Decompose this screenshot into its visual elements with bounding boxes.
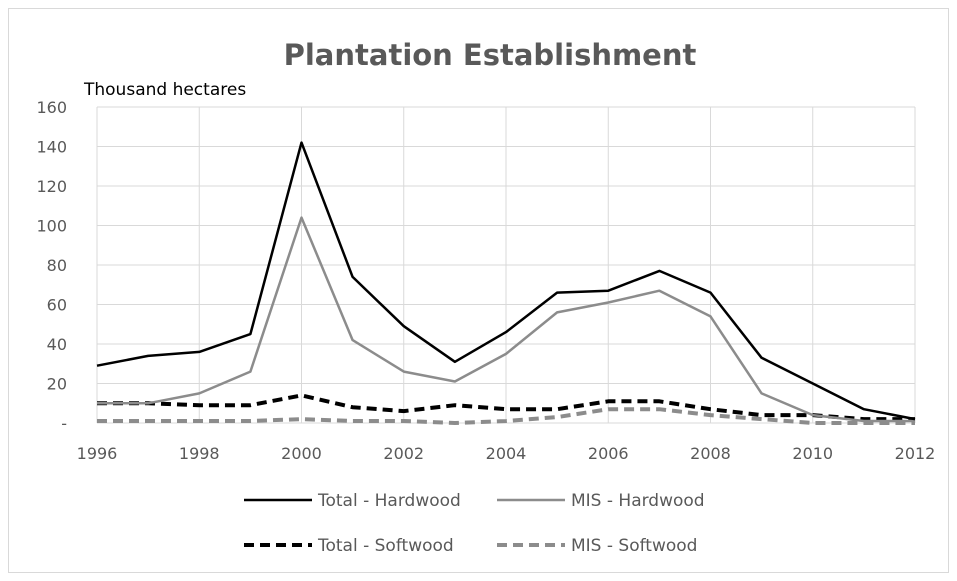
x-tick-label: 2008 bbox=[690, 444, 731, 463]
x-tick-label: 2010 bbox=[792, 444, 833, 463]
legend: Total - Hardwood MIS - Hardwood Total - So… bbox=[244, 491, 705, 556]
x-tick-label: 2002 bbox=[383, 444, 424, 463]
x-tick-label: 1998 bbox=[179, 444, 220, 463]
series-layer bbox=[96, 141, 916, 425]
y-tick-label: 60 bbox=[47, 296, 67, 315]
y-tick-label: 120 bbox=[36, 177, 67, 196]
x-tick-label: 2012 bbox=[895, 444, 936, 463]
y-tick-label: 160 bbox=[36, 98, 67, 117]
legend-label: MIS - Softwood bbox=[571, 536, 697, 556]
series-line bbox=[97, 407, 915, 425]
chart-svg: Plantation Establishment Thousand hectar… bbox=[36, 38, 936, 556]
grid-layer bbox=[96, 106, 916, 424]
series-line bbox=[97, 393, 915, 422]
y-unit-label: Thousand hectares bbox=[83, 80, 246, 100]
y-tick-label: 20 bbox=[47, 375, 67, 394]
x-tick-label: 2004 bbox=[486, 444, 527, 463]
series-line bbox=[97, 216, 915, 423]
y-tick-label: 40 bbox=[47, 335, 67, 354]
chart-frame: Plantation Establishment Thousand hectar… bbox=[8, 8, 949, 573]
legend-label: Total - Hardwood bbox=[317, 491, 461, 511]
x-tick-labels: 1996 1998 2000 2002 2004 2006 2008 2010 2012 bbox=[77, 444, 936, 463]
legend-label: MIS - Hardwood bbox=[571, 491, 705, 511]
y-tick-label: - bbox=[61, 414, 67, 433]
y-tick-labels: - 20 40 60 80 100 120 140 160 bbox=[36, 98, 67, 433]
x-tick-label: 1996 bbox=[77, 444, 118, 463]
legend-label: Total - Softwood bbox=[317, 536, 454, 556]
series-line bbox=[96, 141, 916, 421]
y-tick-label: 80 bbox=[47, 256, 67, 275]
x-tick-label: 2000 bbox=[281, 444, 322, 463]
x-tick-label: 2006 bbox=[588, 444, 629, 463]
y-tick-label: 100 bbox=[36, 217, 67, 236]
chart-title: Plantation Establishment bbox=[284, 38, 697, 72]
y-tick-label: 140 bbox=[36, 138, 67, 157]
